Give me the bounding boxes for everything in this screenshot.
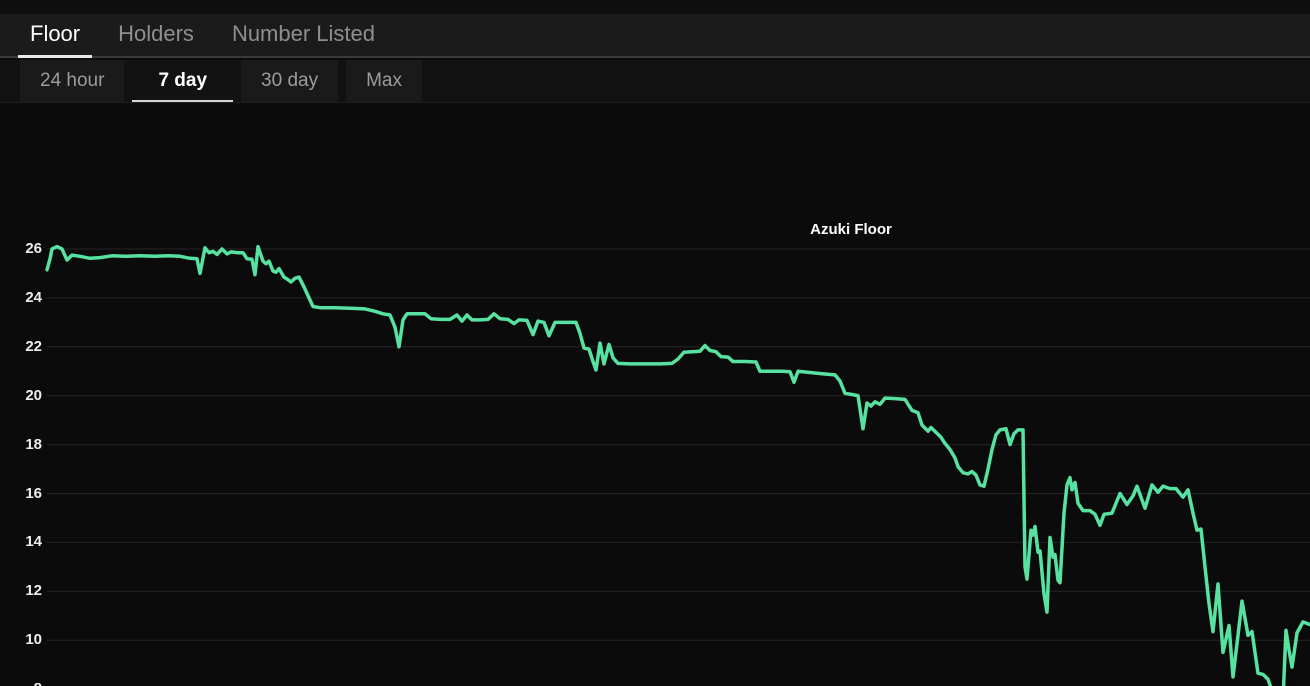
- floor-price-line: [45, 244, 1310, 686]
- y-tick-label: 24: [25, 288, 42, 306]
- tab-floor[interactable]: Floor: [18, 21, 93, 58]
- y-tick-label: 10: [25, 631, 42, 649]
- tab-number-listed[interactable]: Number Listed: [231, 20, 376, 46]
- range-7-day-button[interactable]: 7 day: [132, 60, 234, 102]
- y-tick-label: 22: [25, 337, 42, 355]
- metric-tabs: Floor Holders Number Listed: [0, 14, 1310, 58]
- y-tick-label: 12: [25, 582, 42, 600]
- range-30-day-button[interactable]: 30 day: [241, 60, 339, 102]
- floor-price-line-chart[interactable]: [0, 103, 1310, 686]
- range-24-hour-button[interactable]: 24 hour: [20, 60, 125, 102]
- y-tick-label: 14: [25, 533, 42, 551]
- chart-area[interactable]: Azuki Floor 68101214161820222426 May 6Ma…: [0, 103, 1310, 686]
- y-tick-label: 16: [25, 484, 42, 502]
- y-tick-label: 8: [0, 680, 42, 686]
- chart-title: Azuki Floor: [810, 221, 892, 238]
- y-tick-label: 18: [25, 435, 42, 453]
- y-tick-label: 26: [25, 240, 42, 257]
- time-range-selector: 24 hour 7 day 30 day Max: [0, 60, 1310, 103]
- y-axis-labels: 68101214161820222426: [0, 103, 1310, 686]
- range-max-button[interactable]: Max: [346, 60, 422, 102]
- tab-holders[interactable]: Holders: [118, 20, 194, 46]
- y-tick-label: 20: [25, 386, 42, 404]
- top-strip: [0, 0, 1310, 14]
